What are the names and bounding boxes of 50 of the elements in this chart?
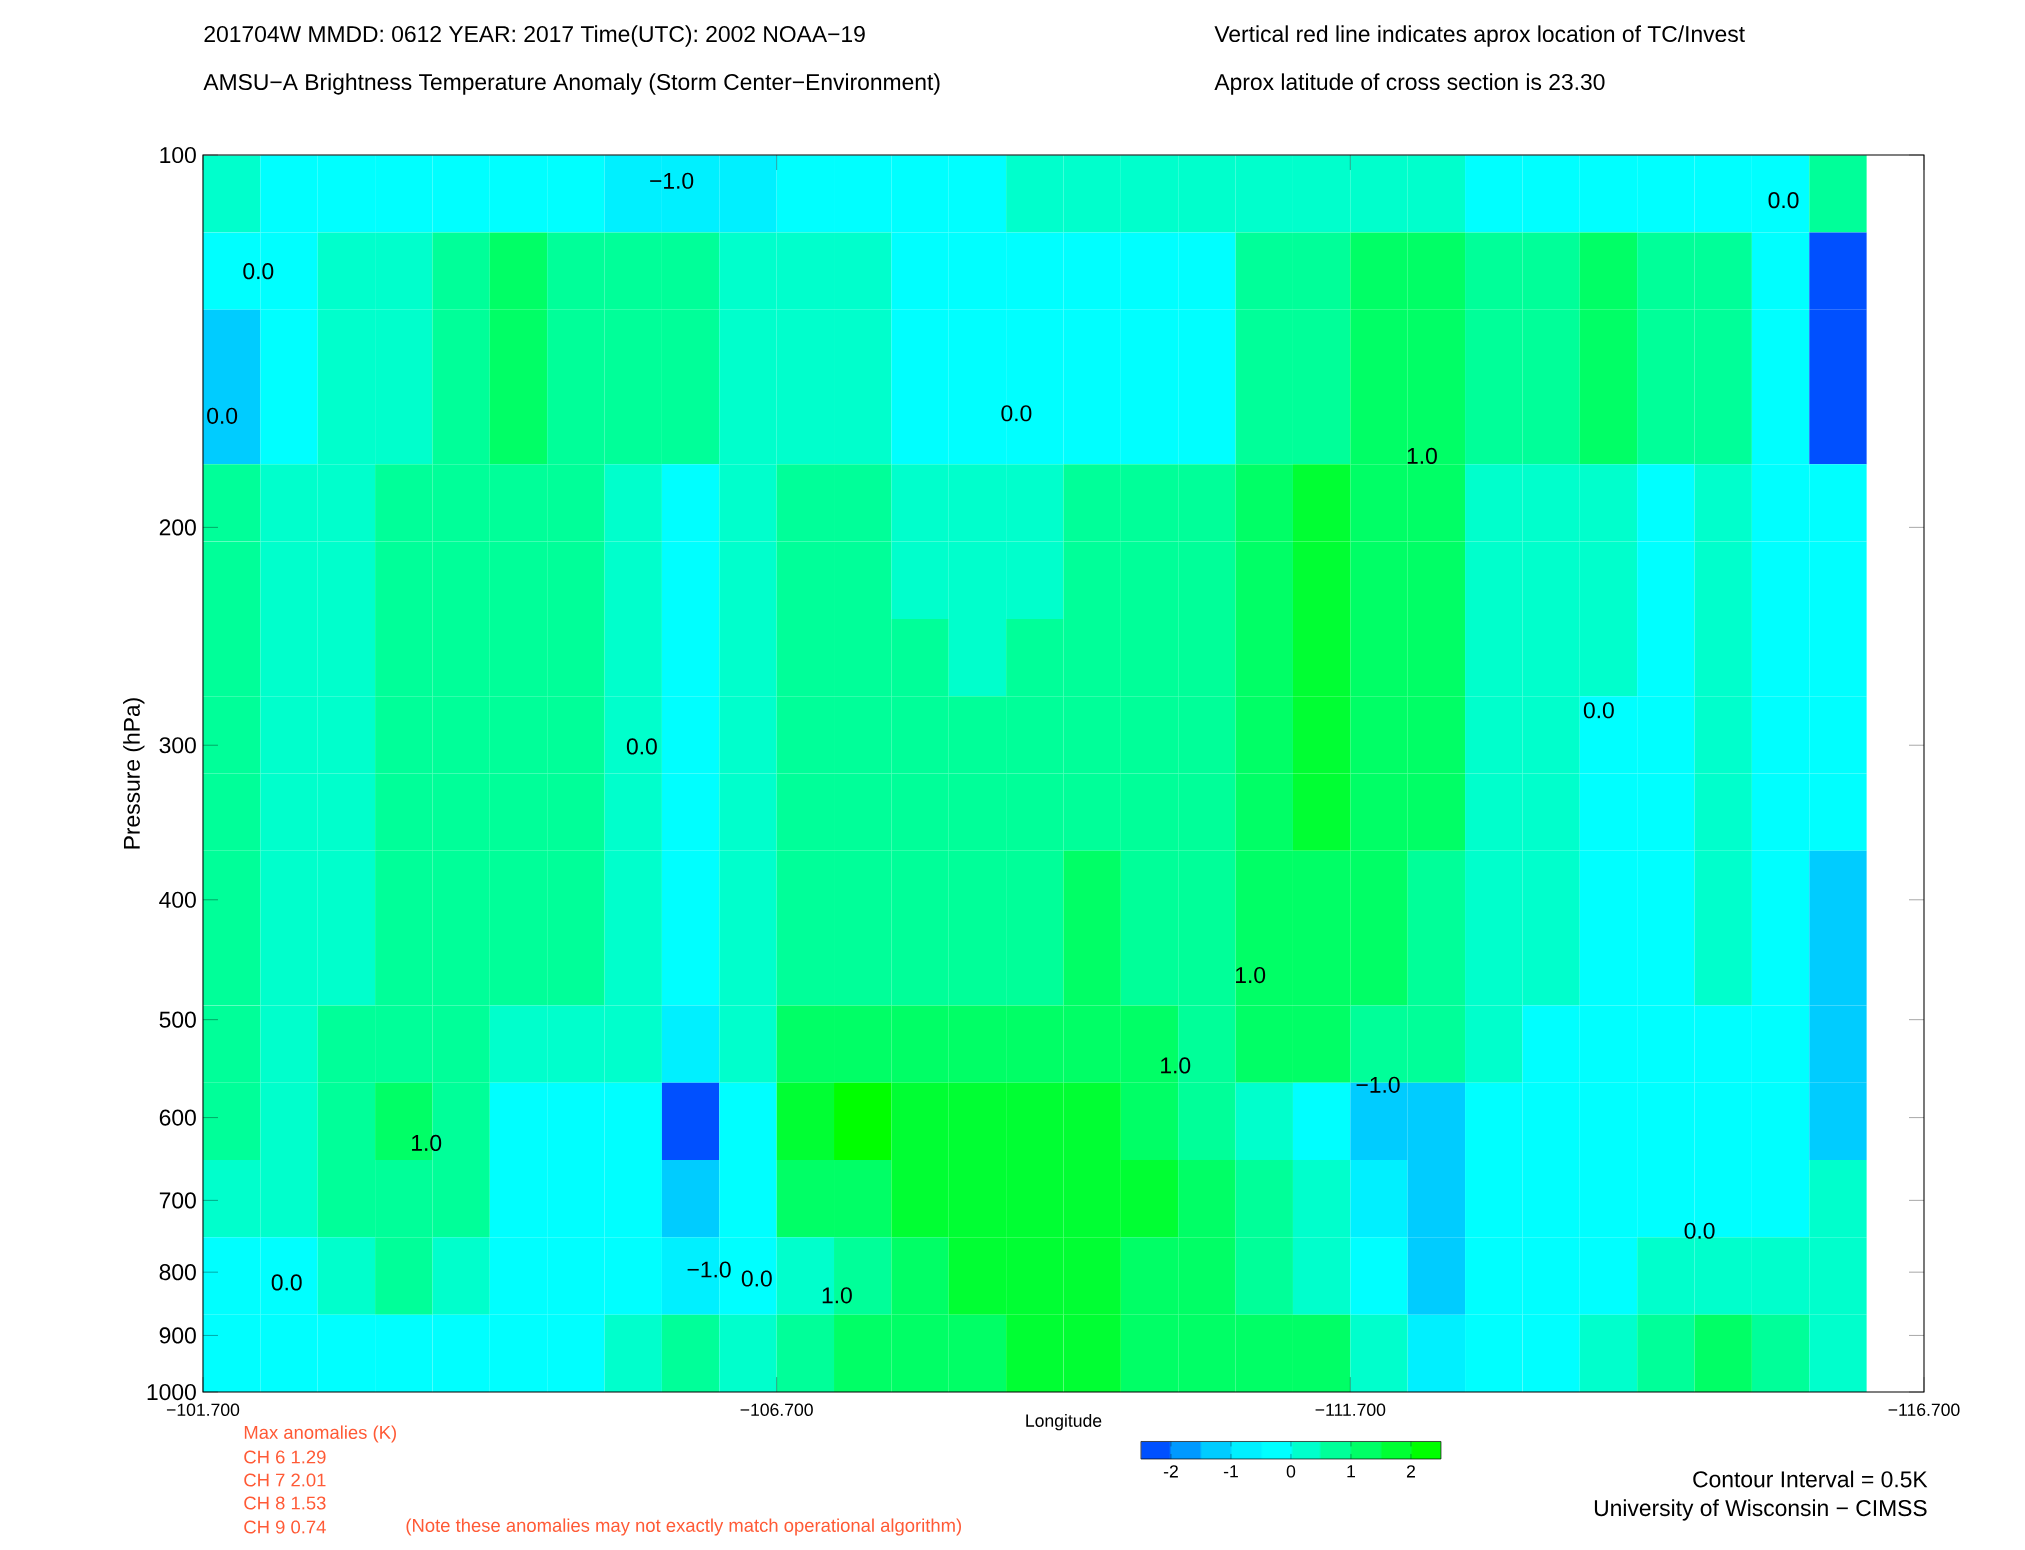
annotation: 0.0	[626, 738, 657, 755]
annotation: 1.0	[822, 1287, 852, 1304]
y-tick-label: 800	[159, 1264, 196, 1281]
y-tick-label: 500	[159, 1011, 196, 1028]
color-bar-label: 0	[1286, 1465, 1296, 1478]
color-bar-label: -1	[1223, 1465, 1238, 1478]
y-tick-label: 600	[159, 1109, 196, 1126]
text: University of Wisconsin − CIMSS	[1594, 1499, 1927, 1521]
annotation: 0.0	[243, 263, 274, 280]
x-tick-label: −111.700	[1315, 1403, 1386, 1416]
x-axis-title: Longitude	[1026, 1413, 1102, 1431]
x-tick-label: −116.700	[1888, 1403, 1960, 1416]
annotation: −1.0	[687, 1261, 731, 1278]
text: Vertical red line indicates aprox location of TC/Invest	[1214, 25, 1745, 47]
annotation: 0.0	[207, 407, 238, 424]
annotation: 0.0	[1768, 192, 1799, 209]
annotation: 0.0	[741, 1270, 772, 1287]
annotation: 0.0	[1684, 1222, 1715, 1239]
annotation: 0.0	[1001, 405, 1032, 422]
text: CH 7 2.01	[244, 1473, 326, 1487]
x-tick-label: −106.700	[740, 1403, 813, 1416]
y-tick-label: 700	[159, 1192, 196, 1209]
text: CH 6 1.29	[244, 1450, 326, 1464]
color-bar-label: 1	[1347, 1465, 1355, 1478]
color-bar-label: -2	[1163, 1465, 1178, 1478]
annotation: 1.0	[1161, 1057, 1191, 1074]
y-tick-label: 200	[159, 519, 196, 536]
text: CH 8 1.53	[244, 1496, 326, 1510]
chart-title: 201704W MMDD: 0612 YEAR: 2017 Time(UTC): 2002 NOAA−19	[204, 25, 865, 47]
text: Contour Interval = 0.5K	[1693, 1470, 1928, 1488]
annotation: 0.0	[271, 1274, 302, 1291]
y-tick-label: 100	[160, 146, 196, 164]
x-tick-label: −101.700	[166, 1403, 240, 1416]
text: Max anomalies (K)	[244, 1425, 396, 1443]
annotation: 1.0	[1407, 447, 1437, 464]
color-bar-label: 2	[1406, 1465, 1415, 1478]
annotation: 0.0	[1583, 702, 1614, 719]
y-tick-label: 400	[159, 891, 196, 908]
annotation: −1.0	[1356, 1076, 1400, 1093]
y-tick-label: 300	[159, 737, 196, 754]
y-axis-title: Pressure (hPa)	[123, 698, 145, 849]
y-tick-label: 1000	[147, 1383, 196, 1401]
text: CH 9 0.74	[244, 1520, 326, 1534]
text: Aprox latitude of cross section is 23.30	[1214, 73, 1605, 95]
annotation: −1.0	[650, 172, 694, 189]
annotation: 1.0	[412, 1134, 442, 1152]
y-tick-label: 900	[159, 1327, 196, 1344]
text: (Note these anomalies may not exactly match operational algorithm)	[406, 1518, 961, 1536]
annotation: 1.0	[1236, 966, 1266, 984]
chart-subtitle: AMSU−A Brightness Temperature Anomaly (Storm Center−Environment)	[203, 73, 940, 95]
